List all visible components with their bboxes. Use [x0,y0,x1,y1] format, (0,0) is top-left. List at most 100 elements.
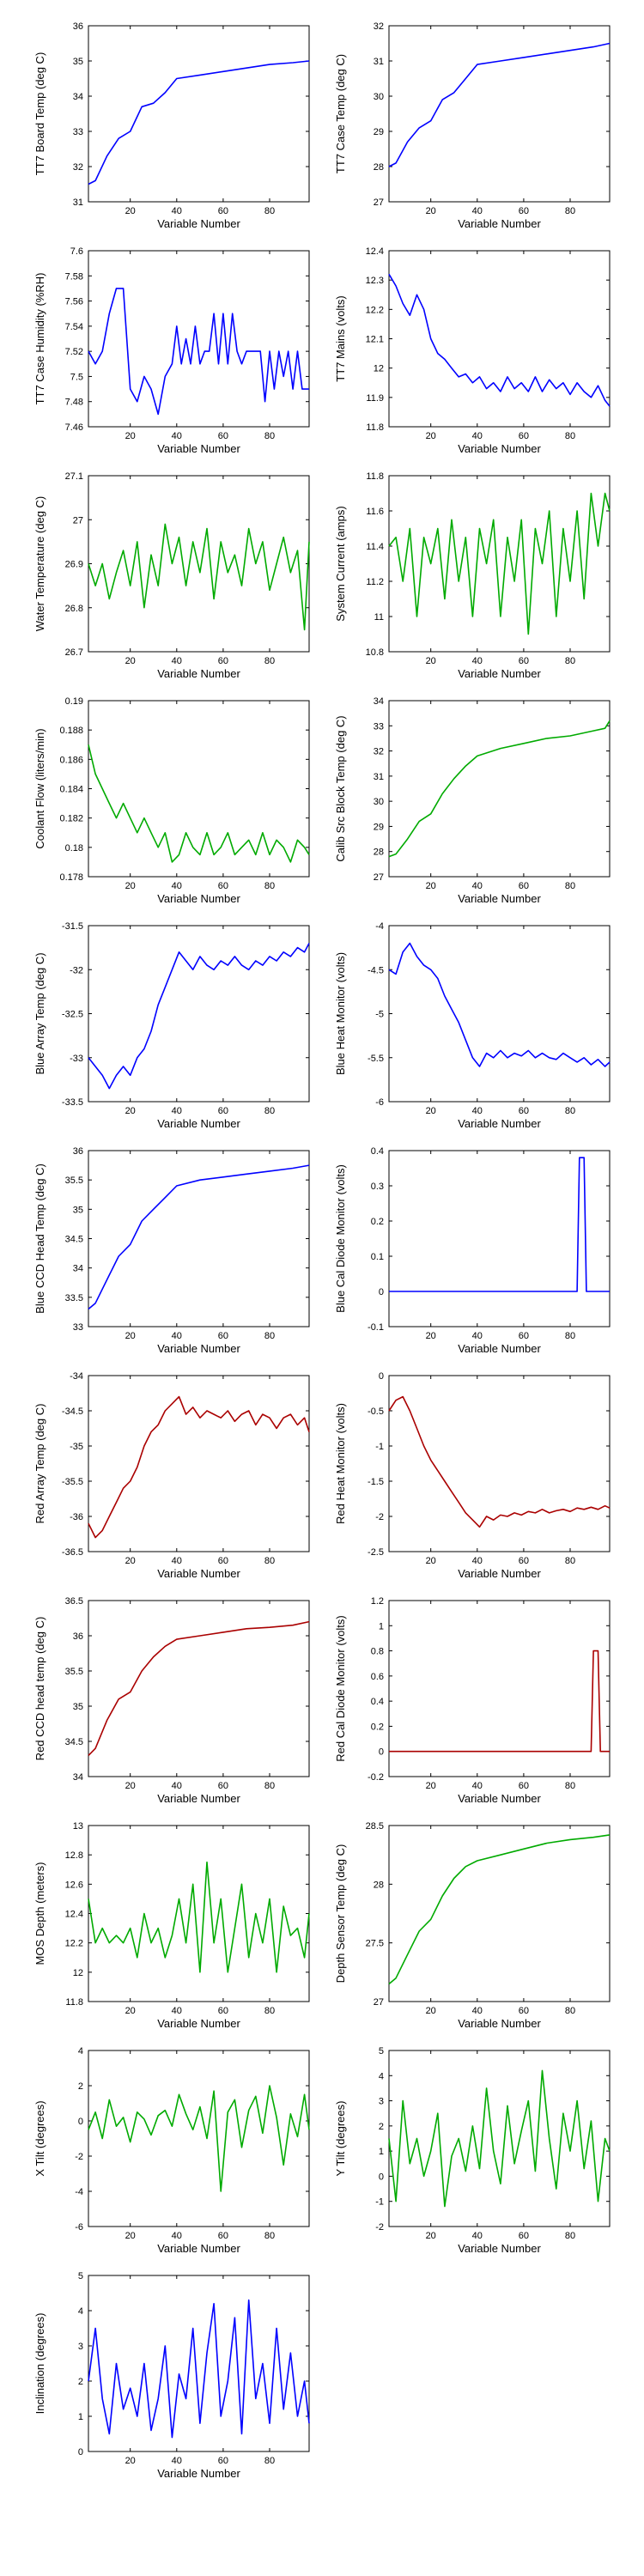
x-tick-label: 80 [264,656,275,666]
x-tick-label: 80 [565,2006,575,2016]
chart-panel-0: 31 32 33 34 35 36 20 40 60 80 Variable Number TT7 B… [33,21,310,230]
x-axis-label: Variable Number [458,2242,541,2255]
y-tick-label: 7.56 [65,297,83,307]
y-tick-label: 1 [379,1621,384,1631]
x-axis-label: Variable Number [157,442,240,455]
y-tick-label: 0.186 [59,755,83,765]
y-tick-label: 12 [374,364,384,374]
chart-panel-14: 34 34.5 35 35.5 36 36.5 20 40 60 80 Variable Numbe… [33,1596,310,1805]
series-line [388,42,611,167]
x-tick-label: 40 [472,1106,483,1116]
y-tick-label: -33 [70,1054,83,1064]
x-tick-label: 80 [565,1781,575,1791]
y-tick-label: 7.52 [65,347,83,357]
x-tick-label: 80 [565,2231,575,2241]
y-tick-label: 7.5 [70,372,83,382]
x-tick-label: 60 [519,656,529,666]
series-line [388,1834,611,1985]
y-tick-label: 1.2 [371,1596,384,1607]
chart-panel-12: -36.5 -36 -35.5 -35 -34.5 -34 20 40 60 80 Variable… [33,1371,310,1580]
chart-panel-13: -2.5 -2 -1.5 -1 -0.5 0 20 40 60 80 Variable Number… [334,1371,611,1580]
y-tick-label: 0.2 [371,1722,384,1732]
y-tick-label: -5 [375,1010,384,1020]
y-axis-label: X Tilt (degrees) [33,2100,46,2176]
y-tick-label: 28 [374,162,384,173]
x-axis-label: Variable Number [458,892,541,905]
y-tick-label: 34.5 [65,1235,83,1245]
series-line [389,1157,610,1292]
x-tick-label: 60 [218,1781,228,1791]
y-tick-label: 11.2 [366,577,384,587]
y-tick-label: -0.2 [368,1772,384,1783]
x-tick-label: 20 [426,1556,436,1566]
x-tick-label: 20 [125,2456,136,2466]
y-tick-label: 28 [374,848,384,858]
y-tick-label: 36 [73,1631,83,1642]
y-tick-label: 29 [374,822,384,832]
series-line [88,744,310,863]
y-tick-label: 27.5 [366,1939,384,1949]
y-tick-label: 26.9 [65,560,83,570]
chart-panel-8: -33.5 -33 -32.5 -32 -31.5 20 40 60 80 Variable Nu… [33,921,310,1130]
y-tick-label: 12.4 [65,1910,83,1920]
x-tick-label: 60 [218,1556,228,1566]
plot-frame [388,1375,611,1552]
y-tick-label: 3 [379,2097,384,2107]
y-tick-label: -4 [375,921,384,932]
x-tick-label: 80 [264,881,275,891]
x-tick-label: 80 [565,1556,575,1566]
y-tick-label: 36 [73,1146,83,1157]
y-tick-label: 0.6 [371,1672,384,1682]
x-tick-label: 60 [218,206,228,216]
x-tick-label: 80 [565,881,575,891]
x-tick-label: 20 [125,2006,136,2016]
x-tick-label: 60 [218,656,228,666]
y-tick-label: 11 [374,612,384,623]
y-tick-label: 0.184 [59,785,83,795]
y-axis-label: Red Heat Monitor (volts) [334,1403,347,1524]
y-tick-label: 35.5 [65,1667,83,1677]
x-tick-label: 60 [218,1331,228,1341]
x-tick-label: 40 [172,1106,182,1116]
y-tick-label: 1 [379,2147,384,2157]
x-tick-label: 40 [172,656,182,666]
x-tick-label: 80 [264,2006,275,2016]
chart-panel-17: 27 27.5 28 28.5 20 40 60 80 Variable Number Depth… [334,1821,611,2030]
y-tick-label: 12.6 [65,1880,83,1890]
y-axis-label: Red Array Temp (deg C) [33,1404,46,1524]
y-tick-label: 33 [73,1322,83,1333]
y-tick-label: -32 [70,965,83,975]
y-tick-label: 0.18 [65,843,83,854]
series-line [88,523,310,631]
y-tick-label: 0.1 [371,1252,384,1262]
x-tick-label: 40 [172,206,182,216]
y-tick-label: 13 [73,1821,83,1832]
series-line [388,1395,611,1528]
y-tick-label: -4.5 [368,965,384,975]
y-tick-label: 27.1 [65,471,83,482]
y-tick-label: 28 [374,1880,384,1890]
y-tick-label: 5 [78,2271,83,2281]
x-tick-label: 20 [426,656,436,666]
series-line [88,1395,310,1539]
y-axis-label: Blue Heat Monitor (volts) [334,952,347,1075]
x-tick-label: 20 [426,881,436,891]
y-tick-label: 7.54 [65,322,83,332]
y-tick-label: -36 [70,1512,83,1522]
y-tick-label: -32.5 [62,1010,83,1020]
series-line [388,2069,611,2208]
y-tick-label: 33 [73,127,83,137]
y-tick-label: 0.3 [371,1182,384,1192]
y-tick-label: 11.4 [366,542,384,552]
x-tick-label: 80 [565,656,575,666]
plot-frame [88,1375,310,1552]
y-tick-label: 0 [379,1747,384,1758]
x-axis-label: Variable Number [157,1567,240,1580]
x-tick-label: 60 [519,1556,529,1566]
chart-panel-16: 11.8 12 12.2 12.4 12.6 12.8 13 20 40 60 80 Variable… [33,1821,310,2030]
y-tick-label: 0.8 [371,1647,384,1657]
y-axis-label: Calib Src Block Temp (deg C) [334,715,347,861]
y-tick-label: 34 [73,1264,83,1274]
chart-panel-11: -0.1 0 0.1 0.2 0.3 0.4 20 40 60 80 Variable Number… [334,1146,611,1355]
x-tick-label: 40 [172,1556,182,1566]
